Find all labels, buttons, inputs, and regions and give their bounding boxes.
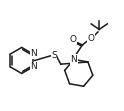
Text: S: S [51,51,57,60]
Text: O: O [88,34,95,43]
Text: N: N [30,49,37,58]
Text: O: O [69,35,76,44]
Text: N: N [30,62,37,71]
Text: N: N [70,55,77,64]
